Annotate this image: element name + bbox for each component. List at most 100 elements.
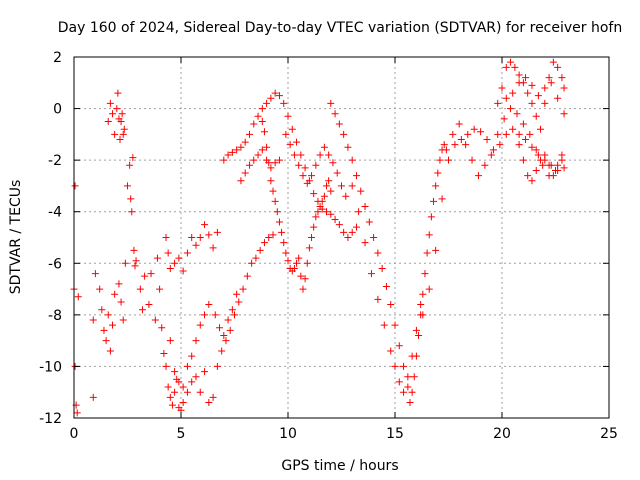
data-point: [121, 259, 129, 267]
data-point: [179, 383, 187, 391]
data-point: [131, 262, 139, 270]
data-point: [534, 92, 542, 100]
data-point: [509, 125, 517, 133]
data-point: [554, 161, 562, 169]
data-point: [515, 141, 523, 149]
data-point: [323, 182, 331, 190]
data-point: [301, 275, 309, 283]
data-point: [275, 92, 283, 100]
data-point: [196, 388, 204, 396]
data-point: [502, 63, 510, 71]
data-point: [269, 187, 277, 195]
data-point: [128, 208, 136, 216]
data-point: [265, 234, 273, 241]
data-point: [432, 246, 440, 254]
y-axis-label: SDTVAR / TECUs: [8, 180, 24, 295]
data-point: [528, 81, 536, 89]
data-point: [515, 79, 523, 87]
data-point: [91, 270, 99, 278]
data-point: [515, 71, 523, 79]
data-point: [271, 159, 279, 167]
data-point: [258, 117, 266, 125]
data-point: [153, 254, 161, 262]
data-point: [406, 399, 414, 407]
data-point: [528, 143, 536, 151]
data-point: [537, 156, 545, 164]
data-point: [127, 195, 135, 203]
data-point: [145, 301, 153, 309]
data-point: [106, 347, 114, 355]
data-point: [226, 326, 234, 334]
data-point: [282, 130, 290, 138]
data-point: [126, 161, 134, 169]
data-point: [171, 388, 179, 396]
data-point: [400, 362, 408, 370]
data-point: [116, 136, 124, 144]
data-point: [138, 306, 146, 314]
data-point: [344, 143, 352, 151]
data-point: [188, 378, 196, 386]
data-point: [89, 316, 97, 324]
data-point: [299, 285, 307, 293]
x-axis-label: GPS time / hours: [281, 458, 398, 474]
y-tick-label: 2: [53, 50, 62, 66]
data-point: [331, 110, 339, 118]
data-point: [348, 228, 356, 236]
data-point: [175, 378, 183, 386]
x-tick-label: 10: [279, 426, 297, 442]
data-point: [554, 94, 562, 102]
data-point: [513, 110, 521, 118]
data-point: [440, 141, 448, 149]
data-point: [425, 285, 433, 293]
data-point: [532, 166, 540, 174]
data-point: [201, 221, 209, 229]
data-point: [335, 120, 343, 128]
data-point: [233, 290, 241, 298]
data-point: [303, 259, 311, 267]
data-point: [224, 151, 232, 159]
data-point: [130, 246, 138, 254]
data-point: [104, 117, 112, 125]
data-point: [534, 151, 542, 159]
data-point: [329, 159, 337, 167]
data-point: [560, 110, 568, 118]
data-point: [267, 94, 275, 102]
data-point: [250, 120, 258, 128]
data-point: [118, 110, 126, 118]
y-tick-label: -6: [48, 256, 62, 272]
data-point: [254, 112, 262, 120]
data-point: [549, 172, 557, 180]
data-point: [549, 58, 557, 66]
data-point: [201, 368, 209, 376]
data-point: [273, 208, 281, 216]
grid-lines: [74, 57, 609, 418]
data-point: [269, 231, 277, 239]
data-point: [312, 161, 320, 169]
data-point: [295, 254, 303, 262]
data-point: [278, 228, 286, 236]
data-point: [408, 352, 416, 360]
data-point: [166, 393, 174, 401]
data-point: [132, 257, 140, 265]
data-point: [104, 311, 112, 319]
data-point: [156, 285, 164, 293]
data-point: [532, 146, 540, 154]
data-point: [327, 187, 335, 195]
data-point: [408, 388, 416, 396]
data-point: [468, 156, 476, 164]
data-point: [532, 112, 540, 120]
data-point: [303, 179, 311, 187]
data-point: [228, 148, 236, 156]
data-point: [183, 388, 191, 396]
data-point: [374, 295, 382, 303]
data-point: [260, 128, 268, 136]
data-point: [560, 84, 568, 92]
data-point: [477, 128, 485, 136]
data-point: [171, 368, 179, 376]
data-point: [509, 89, 517, 97]
data-point: [245, 161, 253, 169]
data-point: [192, 337, 200, 345]
data-point: [314, 208, 322, 216]
data-point: [297, 151, 305, 159]
data-point: [235, 298, 243, 306]
